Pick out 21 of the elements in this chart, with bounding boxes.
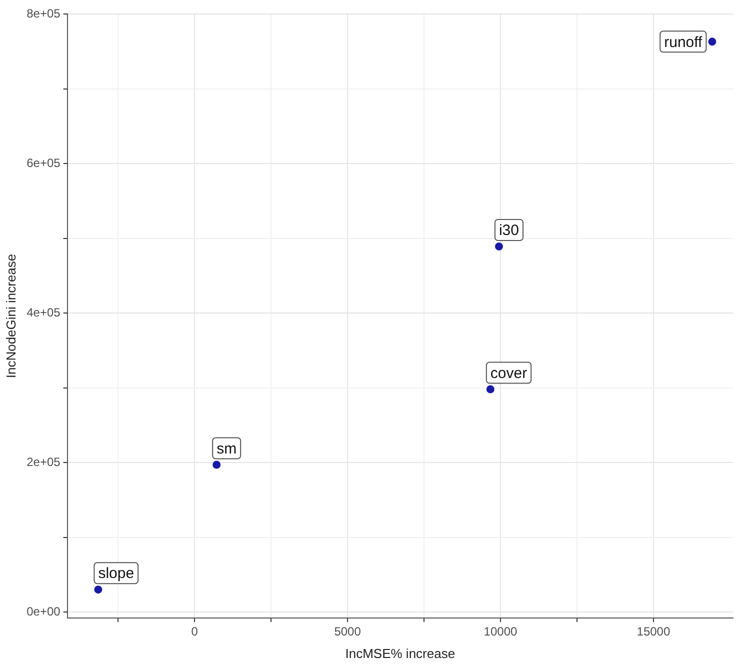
x-tick-label: 10000 (484, 624, 518, 639)
annotation: sm (216, 440, 237, 458)
y-axis-title: IncNodeGini increase (3, 254, 18, 378)
x-tick-label: 5000 (334, 624, 362, 639)
y-tick-label: 6e+05 (26, 156, 61, 170)
point (494, 242, 503, 250)
annotation: slope (98, 565, 134, 582)
x-tick-label: 15000 (636, 624, 670, 639)
point (94, 586, 102, 594)
point (212, 460, 221, 469)
annotation: cover (490, 364, 528, 382)
x-axis-title: IncMSE% increase (345, 646, 456, 661)
annotation: i30 (498, 222, 519, 240)
annotation: runoff (664, 34, 704, 51)
y-tick-label: 4e+05 (26, 305, 61, 320)
y-tick-label: 0e+00 (26, 604, 61, 618)
x-tick-label: 0 (191, 624, 198, 639)
point (708, 38, 716, 46)
point (486, 385, 494, 394)
y-tick-label: 2e+05 (26, 454, 61, 469)
y-tick-label: 8e+05 (26, 6, 61, 20)
